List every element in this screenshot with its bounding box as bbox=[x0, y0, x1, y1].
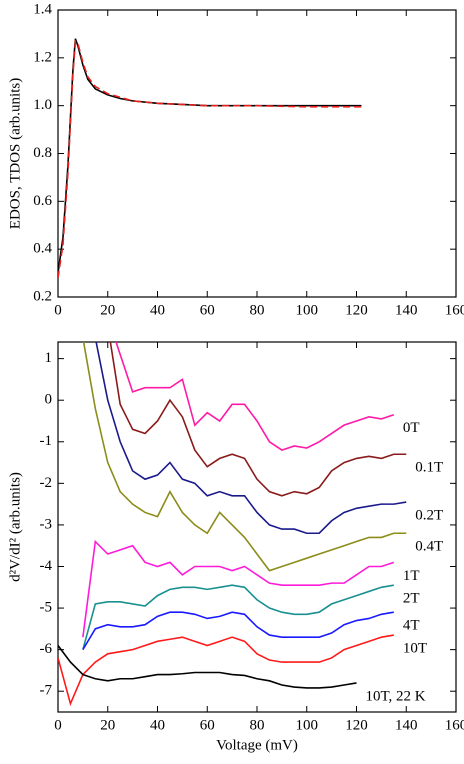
y-tick-label: -6 bbox=[40, 641, 53, 657]
y-tick-label: -3 bbox=[40, 516, 53, 532]
series-line bbox=[82, 342, 407, 572]
y-tick-label: 1.2 bbox=[33, 49, 52, 65]
y-tick-label: 0 bbox=[45, 392, 53, 408]
y-tick-label: 0.2 bbox=[33, 288, 52, 304]
series-label: 2T bbox=[403, 591, 420, 607]
series-label: 10T, 22 K bbox=[366, 688, 426, 704]
series-label: 4T bbox=[403, 618, 420, 634]
series-line bbox=[95, 342, 407, 535]
plot-frame bbox=[57, 9, 457, 298]
series-line bbox=[58, 634, 394, 707]
series-label: 0.4T bbox=[415, 539, 443, 555]
series-line bbox=[82, 584, 394, 650]
plot-frame bbox=[57, 341, 457, 713]
x-tick-label: 80 bbox=[250, 717, 265, 733]
series-label: 0.1T bbox=[415, 460, 443, 476]
x-tick-label: 120 bbox=[345, 302, 368, 318]
x-tick-label: 140 bbox=[395, 717, 418, 733]
series-line bbox=[58, 39, 362, 278]
x-tick-label: 0 bbox=[54, 717, 62, 733]
x-tick-label: 20 bbox=[100, 717, 115, 733]
y-axis-label: EDOS, TDOS (arb.units) bbox=[7, 78, 23, 229]
x-tick-label: 60 bbox=[200, 302, 215, 318]
y-tick-label: -4 bbox=[40, 558, 53, 574]
series-line bbox=[115, 342, 395, 451]
x-tick-label: 160 bbox=[445, 717, 464, 733]
y-tick-label: 1 bbox=[45, 350, 53, 366]
series-line bbox=[58, 38, 362, 274]
y-tick-label: -7 bbox=[40, 683, 53, 699]
x-tick-label: 40 bbox=[150, 302, 165, 318]
y-axis-label: d²V/dI² (arb.units) bbox=[7, 472, 23, 582]
x-axis-label: Voltage (mV) bbox=[216, 737, 298, 753]
x-tick-label: 80 bbox=[250, 302, 265, 318]
y-tick-label: 0.6 bbox=[33, 193, 52, 209]
x-tick-label: 160 bbox=[445, 302, 464, 318]
series-label: 0T bbox=[403, 420, 420, 436]
x-tick-label: 120 bbox=[345, 717, 368, 733]
x-tick-label: 100 bbox=[296, 717, 319, 733]
series-line bbox=[82, 539, 395, 638]
x-tick-label: 140 bbox=[395, 302, 418, 318]
y-tick-label: -5 bbox=[40, 600, 53, 616]
series-line bbox=[82, 611, 394, 651]
x-tick-label: 20 bbox=[100, 302, 115, 318]
y-tick-label: 1.4 bbox=[33, 1, 52, 17]
series-label: 1T bbox=[403, 568, 420, 584]
panel: 0 20 40 60 80 100 120 140 160 0.2 0.4 0.6 0.8 1.0 1.2 1… bbox=[7, 1, 464, 318]
x-tick-label: 40 bbox=[150, 717, 165, 733]
y-tick-label: -2 bbox=[40, 475, 53, 491]
y-tick-label: -1 bbox=[40, 433, 53, 449]
series-label: 0.2T bbox=[415, 507, 443, 523]
y-tick-label: 1.0 bbox=[33, 97, 52, 113]
series-label: 10T bbox=[403, 641, 427, 657]
y-tick-label: 0.8 bbox=[33, 145, 52, 161]
panel: 0 20 40 60 80 100 120 140 160 1 0 -1 -2 -3 -4 -5 -6 -7 d²V… bbox=[7, 341, 464, 753]
series-line bbox=[58, 645, 357, 689]
x-tick-label: 100 bbox=[296, 302, 319, 318]
x-tick-label: 60 bbox=[200, 717, 215, 733]
y-tick-label: 0.4 bbox=[33, 241, 52, 257]
series-line bbox=[109, 342, 407, 497]
x-tick-label: 0 bbox=[54, 302, 62, 318]
